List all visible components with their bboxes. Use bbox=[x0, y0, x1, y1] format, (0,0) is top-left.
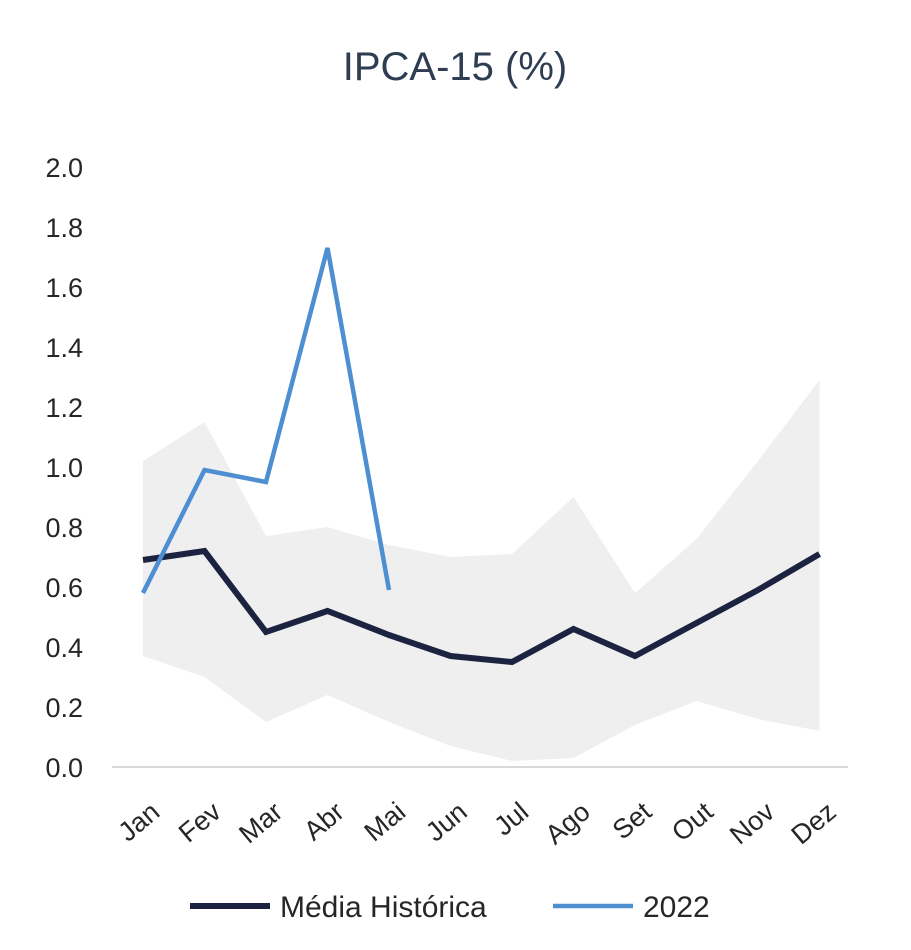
y-tick-label: 1.2 bbox=[45, 393, 83, 423]
x-tick-label: Fev bbox=[173, 796, 227, 848]
x-tick-label: Out bbox=[666, 796, 719, 847]
x-tick-label: Mai bbox=[359, 796, 412, 847]
x-axis-ticks: Jan Fev Mar Abr Mai Jun Jul Ago Set Out Nov Dez bbox=[113, 796, 842, 850]
band-layer bbox=[143, 380, 820, 761]
series-line-1 bbox=[140, 247, 392, 595]
y-axis-ticks: 0.0 0.2 0.4 0.6 0.8 1.0 1.2 1.4 1.6 1.8 2.0 bbox=[45, 153, 83, 783]
series-line-0 bbox=[142, 547, 822, 666]
legend-label-1: 2022 bbox=[643, 891, 710, 924]
series-layer bbox=[140, 247, 822, 666]
y-tick-label: 2.0 bbox=[45, 153, 83, 183]
x-tick-label: Nov bbox=[724, 796, 780, 850]
x-tick-label: Ago bbox=[540, 796, 596, 850]
y-tick-label: 0.6 bbox=[45, 573, 83, 603]
legend: Média Histórica 2022 bbox=[190, 891, 710, 924]
chart-title: IPCA-15 (%) bbox=[343, 45, 568, 89]
y-tick-label: 1.0 bbox=[45, 453, 83, 483]
x-tick-label: Jun bbox=[420, 796, 473, 847]
y-tick-label: 0.0 bbox=[45, 753, 83, 783]
historical-range-band bbox=[143, 380, 820, 761]
x-tick-label: Set bbox=[607, 796, 658, 845]
x-tick-label: Jan bbox=[113, 796, 166, 847]
y-tick-label: 1.6 bbox=[45, 273, 83, 303]
y-tick-label: 1.4 bbox=[45, 333, 83, 363]
x-tick-label: Abr bbox=[298, 796, 349, 846]
legend-label-0: Média Histórica bbox=[280, 891, 487, 924]
x-tick-label: Mar bbox=[233, 796, 288, 849]
y-tick-label: 0.2 bbox=[45, 693, 83, 723]
y-tick-label: 0.4 bbox=[45, 633, 83, 663]
y-tick-label: 1.8 bbox=[45, 213, 83, 243]
x-tick-label: Jul bbox=[488, 796, 534, 841]
y-tick-label: 0.8 bbox=[45, 513, 83, 543]
x-tick-label: Dez bbox=[786, 796, 842, 850]
